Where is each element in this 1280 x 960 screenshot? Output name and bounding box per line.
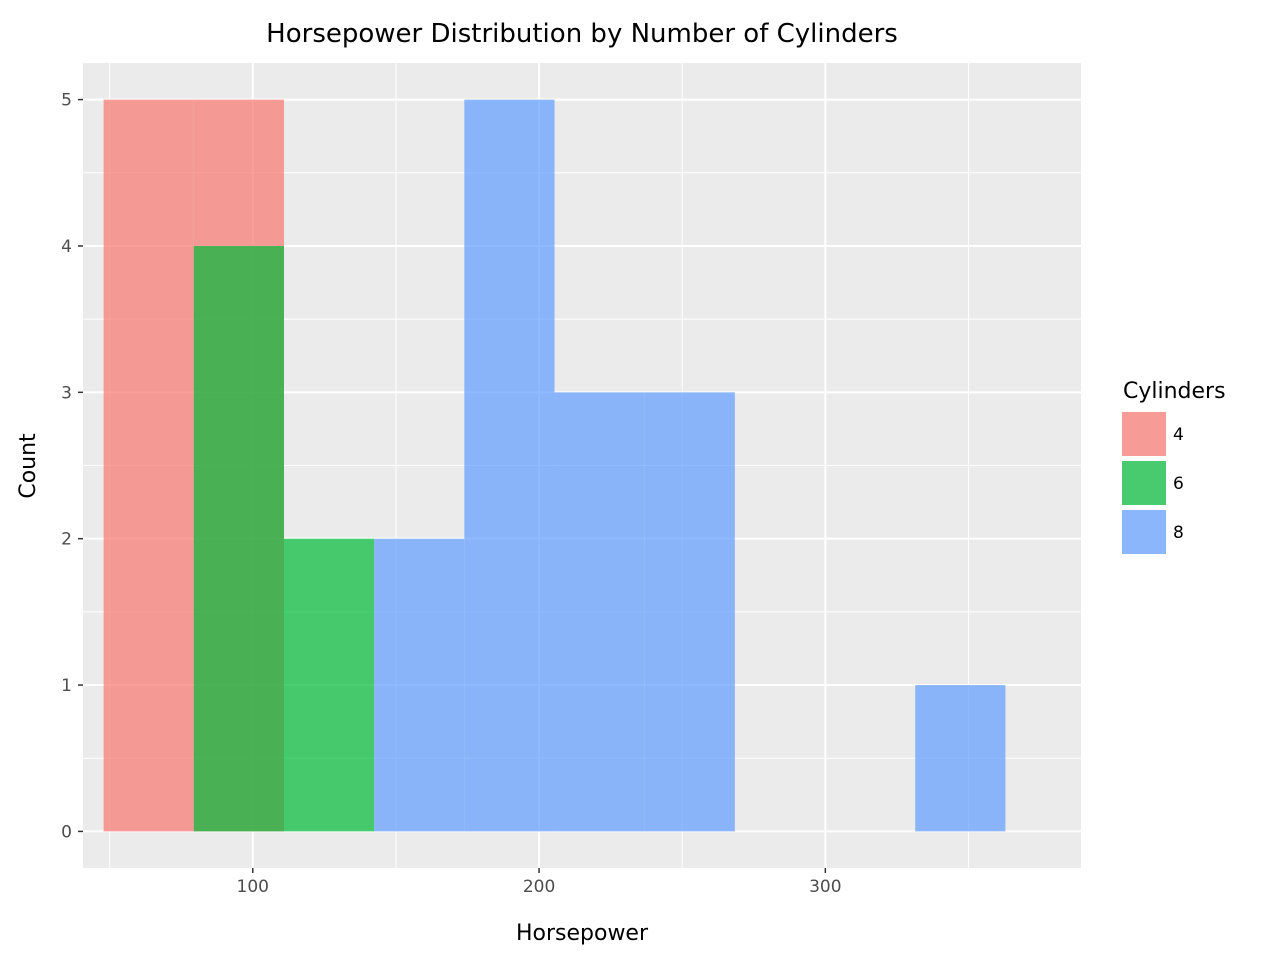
- x-axis-title: Horsepower: [516, 921, 649, 946]
- y-axis-title: Count: [16, 433, 41, 499]
- y-tick-label: 0: [61, 822, 72, 842]
- legend-label: 4: [1173, 425, 1184, 445]
- y-tick-label: 1: [61, 676, 72, 696]
- histogram-bar-cyl-8: [374, 538, 465, 832]
- legend: Cylinders 4 6 8: [1122, 379, 1226, 554]
- axes: 0 1 2 3 4 5 100 200 300: [61, 91, 841, 897]
- legend-label: 8: [1173, 523, 1184, 543]
- legend-swatch-cyl-8: [1122, 510, 1166, 554]
- histogram-bar-cyl-8: [915, 685, 1006, 832]
- histogram-bar-cyl-6: [193, 245, 284, 832]
- y-tick-label: 2: [61, 530, 72, 550]
- x-tick-label: 200: [523, 877, 555, 897]
- legend-swatch-cyl-4: [1122, 412, 1166, 456]
- legend-title: Cylinders: [1123, 379, 1226, 404]
- y-tick-label: 4: [61, 237, 72, 257]
- histogram-bar-cyl-8: [464, 99, 555, 832]
- histogram-bar-cyl-4: [103, 99, 194, 832]
- chart-title: Horsepower Distribution by Number of Cyl…: [266, 19, 898, 49]
- legend-label: 6: [1173, 474, 1184, 494]
- x-tick-label: 100: [237, 877, 269, 897]
- y-tick-label: 5: [61, 91, 72, 111]
- histogram-bar-cyl-8: [554, 392, 645, 832]
- y-tick-label: 3: [61, 383, 72, 403]
- legend-swatch-cyl-6: [1122, 461, 1166, 505]
- histogram-bar-cyl-6: [283, 538, 375, 832]
- histogram-bars: [103, 99, 1006, 832]
- x-tick-label: 300: [809, 877, 841, 897]
- histogram-bar-cyl-8: [644, 392, 735, 832]
